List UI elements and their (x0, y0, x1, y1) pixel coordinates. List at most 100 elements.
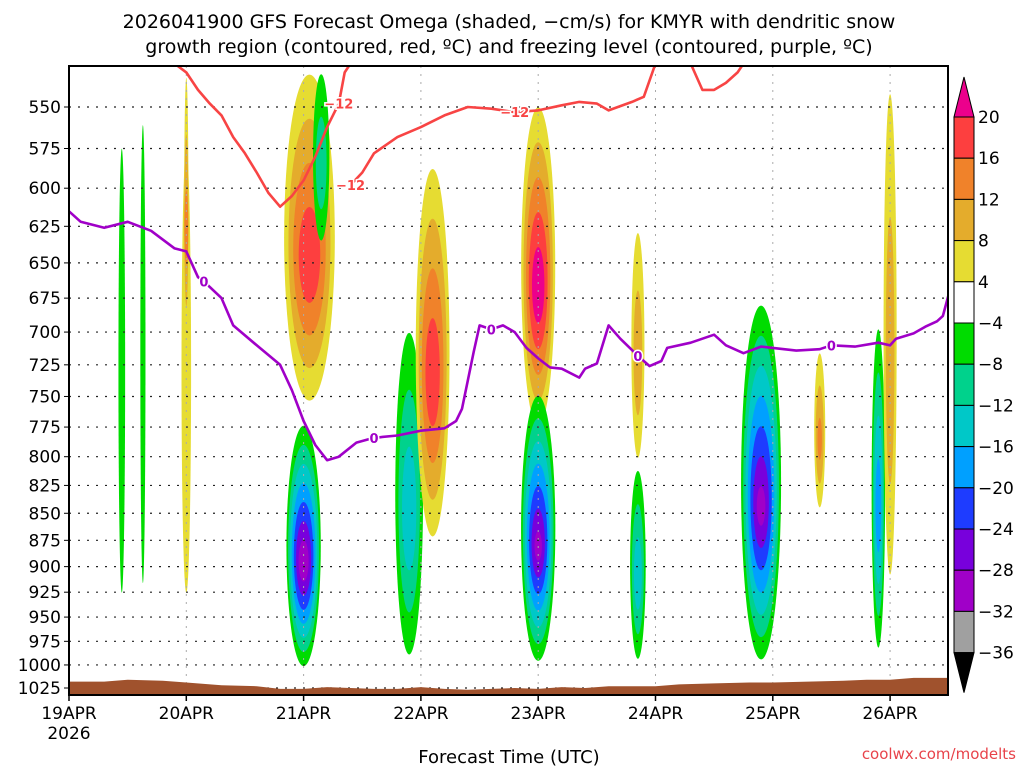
colorbar-label: −36 (978, 644, 1014, 664)
terrain-ground-fill (69, 677, 948, 695)
y-tick-label: 675 (29, 289, 61, 309)
plot-background (69, 66, 948, 695)
x-axis-year-label: 2026 (47, 724, 90, 744)
colorbar-swatch (953, 610, 975, 654)
colorbar-label: 8 (978, 232, 989, 252)
omega-cell (140, 125, 146, 584)
colorbar-label: −28 (978, 561, 1014, 581)
colorbar-swatch (953, 240, 975, 283)
chart-title-line2: growth region (contoured, red, ºC) and f… (145, 36, 872, 58)
omega-cell (883, 94, 897, 575)
colorbar-label: −24 (978, 520, 1014, 540)
colorbar-swatch (953, 363, 975, 406)
x-axis-title: Forecast Time (UTC) (418, 747, 599, 768)
omega-shade-band (817, 417, 822, 460)
y-tick-label: 1025 (18, 679, 61, 699)
x-tick-label: 22APR (393, 704, 449, 724)
y-tick-label: 875 (29, 531, 61, 551)
x-axis: 19APR 20APR 21APR 22APR 23APR 24APR 25APR 26APR (41, 695, 918, 724)
colorbar-swatch (953, 157, 975, 200)
x-tick-label: 21APR (276, 704, 332, 724)
colorbar-legend: 20 16 12 8 4 −4 −8 −12 −16 −20 −24 −28 −32 −36 (953, 76, 1014, 693)
omega-cell (118, 148, 126, 593)
colorbar-label: −32 (978, 602, 1014, 622)
colorbar-bottom-arrow (953, 652, 975, 693)
contour-label: −12 (324, 98, 353, 113)
contour-label: −12 (336, 179, 365, 194)
y-tick-label: 850 (29, 504, 61, 524)
y-tick-label: 1000 (18, 656, 61, 676)
colorbar-label: 4 (978, 273, 989, 293)
y-tick-label: 550 (29, 98, 61, 118)
x-tick-label: 26APR (862, 704, 918, 724)
chart-title-line1: 2026041900 GFS Forecast Omega (shaded, −… (123, 11, 896, 33)
contour-lines: 0 0 0 0 0 −12 −12 −12 (69, 66, 948, 462)
y-tick-label: 725 (29, 356, 61, 376)
omega-shade-band (140, 125, 146, 584)
colorbar-swatch (953, 528, 975, 571)
x-tick-label: 19APR (41, 704, 97, 724)
x-tick-label: 20APR (159, 704, 215, 724)
colorbar-label: −16 (978, 438, 1014, 458)
colorbar-label: −4 (978, 314, 1003, 334)
omega-shade-band (531, 247, 545, 324)
omega-cell (286, 425, 321, 667)
omega-shade-band (315, 116, 327, 210)
colorbar-swatch (953, 487, 975, 530)
colorbar-label: −12 (978, 396, 1014, 416)
y-tick-label: 750 (29, 387, 61, 407)
y-tick-label: 700 (29, 323, 61, 343)
omega-shade-band (633, 290, 643, 416)
colorbar-swatch (953, 198, 975, 242)
y-tick-label: 600 (29, 179, 61, 199)
colorbar-swatch (953, 446, 975, 489)
colorbar-swatch (953, 569, 975, 612)
contour-label: 0 (827, 339, 836, 354)
omega-shade-band (402, 446, 417, 571)
colorbar-label: 16 (978, 149, 1000, 169)
y-tick-label: 950 (29, 608, 61, 628)
omega-shade-band (534, 531, 542, 561)
omega-cell (313, 74, 330, 241)
colorbar-swatch (953, 322, 975, 365)
contour-label: −12 (500, 106, 529, 121)
freezing-level-contour (69, 210, 948, 462)
contour-label: 0 (369, 432, 378, 447)
omega-cell (741, 305, 782, 660)
omega-cell (814, 353, 826, 508)
colorbar-swatch (953, 404, 975, 448)
colorbar-top-arrow (953, 76, 975, 118)
omega-shade-band (756, 486, 766, 526)
plot-area: 0 0 0 0 0 −12 −12 −12 (69, 66, 948, 695)
colorbar-label: 20 (978, 108, 1000, 128)
y-tick-label: 575 (29, 139, 61, 159)
y-tick-label: 825 (29, 476, 61, 496)
y-tick-label: 900 (29, 558, 61, 578)
omega-cell (631, 233, 645, 458)
omega-shade-band (425, 318, 440, 427)
omega-shade-band (298, 540, 309, 582)
snow-growth-contour (690, 66, 744, 92)
y-tick-label: 775 (29, 418, 61, 438)
y-tick-label: 800 (29, 448, 61, 468)
x-tick-label: 23APR (511, 704, 567, 724)
colorbar-swatch (953, 116, 975, 159)
colorbar-label: 12 (978, 190, 1000, 210)
credit-link[interactable]: coolwx.com/modelts (862, 745, 1016, 763)
y-tick-label: 925 (29, 583, 61, 603)
y-tick-label: 625 (29, 217, 61, 237)
contour-label: 0 (199, 275, 208, 290)
vertical-gridlines (185, 66, 891, 695)
y-tick-label: 650 (29, 254, 61, 274)
x-tick-label: 24APR (628, 704, 684, 724)
omega-shading (118, 74, 897, 667)
contour-label: 0 (633, 350, 642, 365)
contour-label: 0 (487, 323, 496, 338)
omega-shade-band (633, 537, 642, 610)
omega-shade-band (875, 458, 882, 553)
omega-shade-band (118, 148, 126, 593)
omega-shade-band (885, 217, 895, 484)
y-tick-label: 975 (29, 632, 61, 652)
omega-cell (630, 470, 646, 659)
